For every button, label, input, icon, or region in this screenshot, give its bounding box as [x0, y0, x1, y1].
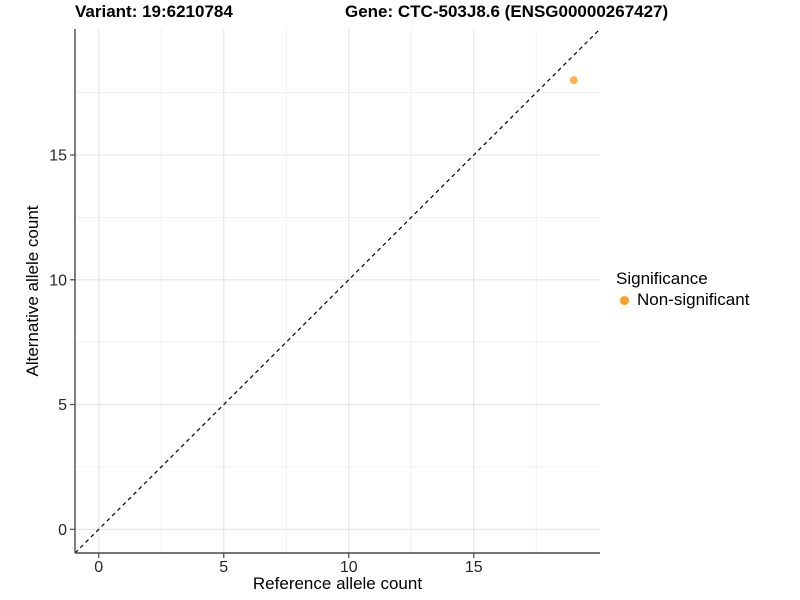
major-gridlines	[75, 29, 600, 553]
y-tick-label: 10	[49, 272, 67, 289]
legend-title: Significance	[616, 269, 708, 288]
data-point	[569, 76, 578, 85]
x-tick-label: 5	[219, 559, 228, 576]
x-tick-label: 0	[94, 559, 103, 576]
variant-title: Variant: 19:6210784	[75, 2, 233, 21]
gene-title: Gene: CTC-503J8.6 (ENSG00000267427)	[345, 2, 669, 21]
y-tick-labels: 0 5 10 15	[49, 148, 67, 539]
identity-dashed-line	[74, 28, 601, 554]
y-tick-label: 5	[58, 397, 67, 414]
y-tick-label: 0	[58, 522, 67, 539]
legend-item: Non-significant	[616, 291, 749, 309]
data-points	[569, 76, 578, 85]
x-tick-label: 15	[465, 559, 483, 576]
x-axis-title: Reference allele count	[252, 574, 423, 593]
y-axis-title: Alternative allele count	[23, 205, 42, 377]
x-tick-label: 10	[340, 559, 358, 576]
legend-item-label: Non-significant	[637, 290, 750, 309]
legend-point-icon	[620, 295, 629, 305]
x-tick-labels: 0 5 10 15	[94, 559, 482, 576]
axis-tick-marks	[70, 154, 475, 558]
y-tick-label: 15	[49, 148, 67, 165]
legend: Significance Non-significant	[616, 270, 749, 309]
minor-gridlines	[75, 29, 600, 553]
axis-lines	[74, 29, 600, 554]
